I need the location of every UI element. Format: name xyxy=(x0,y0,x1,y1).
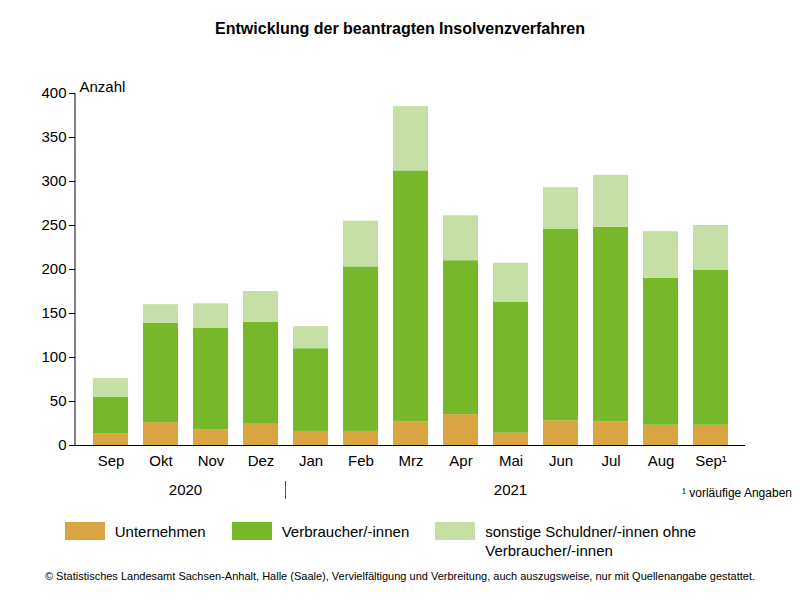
svg-text:2020: 2020 xyxy=(169,481,202,498)
svg-text:Okt: Okt xyxy=(149,452,173,469)
html-text:Unternehmen: Unternehmen xyxy=(114,523,206,540)
svg-text:¹ vorläufige Angaben: ¹ vorläufige Angaben xyxy=(682,486,792,500)
svg-text:350: 350 xyxy=(41,128,66,145)
svg-text:Apr: Apr xyxy=(449,452,472,469)
svg-text:Feb: Feb xyxy=(348,452,374,469)
html-text:Verbraucher/-innen: Verbraucher/-innen xyxy=(281,523,410,540)
svg-text:50: 50 xyxy=(50,392,67,409)
svg-text:400: 400 xyxy=(41,84,66,101)
html-text:© Statistisches Landesamt Sach: © Statistisches Landesamt Sachsen-Anhalt… xyxy=(45,570,755,582)
svg-text:Nov: Nov xyxy=(198,452,225,469)
svg-text:Jan: Jan xyxy=(299,452,323,469)
svg-text:Jun: Jun xyxy=(549,452,573,469)
svg-text:250: 250 xyxy=(41,216,66,233)
svg-text:0: 0 xyxy=(58,436,66,453)
svg-text:Mrz: Mrz xyxy=(399,452,424,469)
html-text:Entwicklung der beantragten In: Entwicklung der beantragten Insolvenzver… xyxy=(215,20,585,37)
svg-text:200: 200 xyxy=(41,260,66,277)
svg-text:300: 300 xyxy=(41,172,66,189)
svg-text:150: 150 xyxy=(41,304,66,321)
svg-text:100: 100 xyxy=(41,348,66,365)
svg-text:Jul: Jul xyxy=(601,452,620,469)
svg-text:Sep: Sep xyxy=(98,452,125,469)
svg-text:2021: 2021 xyxy=(494,481,527,498)
html-text:sonstige Schuldner/-innen ohne: sonstige Schuldner/-innen ohne Verbrauch… xyxy=(485,523,697,559)
svg-text:Aug: Aug xyxy=(648,452,675,469)
svg-text:Sep¹: Sep¹ xyxy=(695,452,727,469)
svg-text:Mai: Mai xyxy=(499,452,523,469)
svg-text:Dez: Dez xyxy=(248,452,275,469)
svg-text:Anzahl: Anzahl xyxy=(80,78,126,95)
